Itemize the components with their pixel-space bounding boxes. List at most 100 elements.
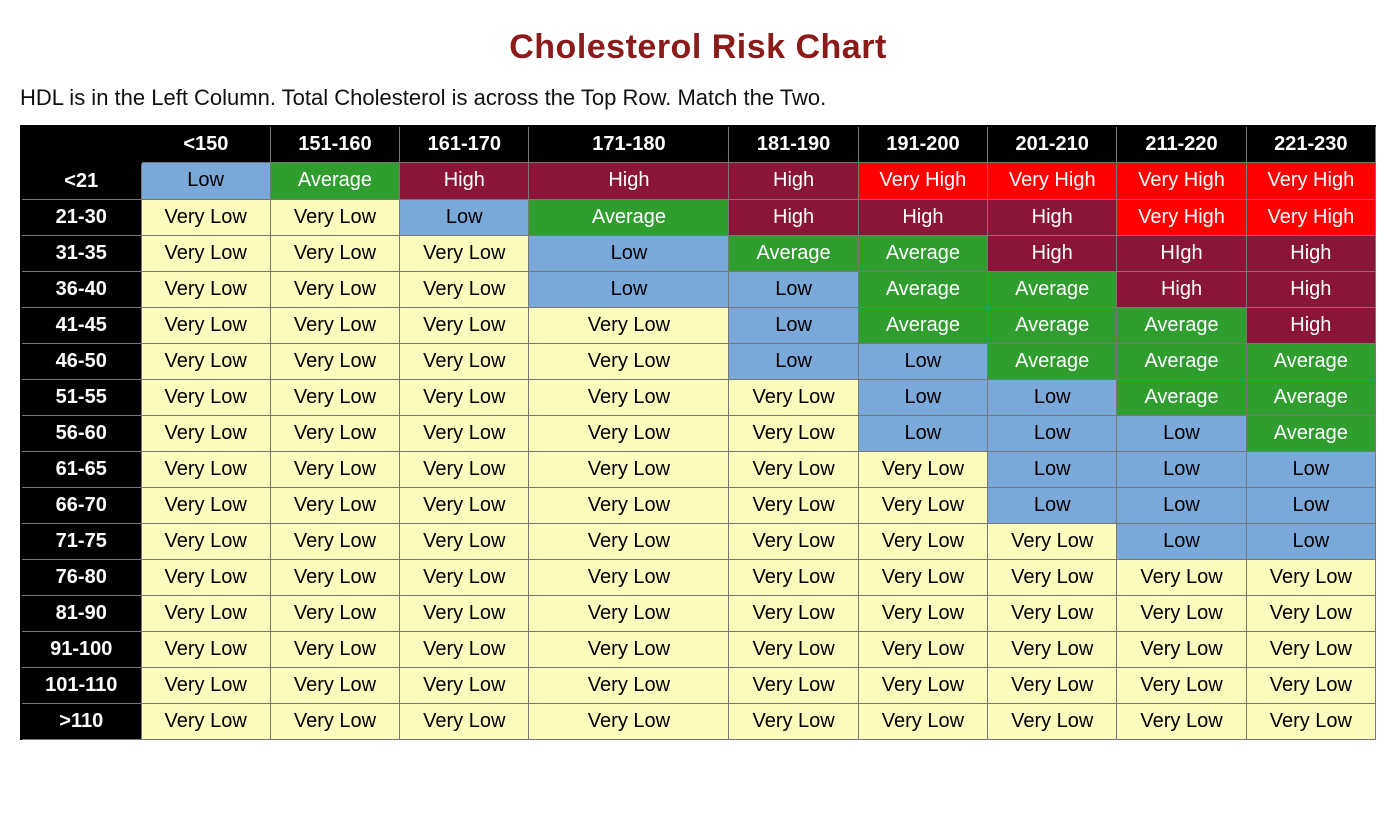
column-header: 191-200 [858, 126, 987, 163]
table-row: 36-40Very LowVery LowVery LowLowLowAvera… [21, 271, 1376, 307]
table-row: 56-60Very LowVery LowVery LowVery LowVer… [21, 415, 1376, 451]
risk-cell: Very Low [1117, 667, 1246, 703]
risk-cell: Very Low [529, 451, 729, 487]
risk-cell: Average [1246, 343, 1375, 379]
row-header: 101-110 [21, 667, 141, 703]
risk-cell: Very Low [1117, 595, 1246, 631]
table-row: 31-35Very LowVery LowVery LowLowAverageA… [21, 235, 1376, 271]
risk-cell: Average [858, 271, 987, 307]
column-header: 211-220 [1117, 126, 1246, 163]
risk-cell: Low [529, 271, 729, 307]
risk-cell: Low [858, 343, 987, 379]
risk-cell: Very Low [270, 235, 399, 271]
risk-cell: Very Low [141, 559, 270, 595]
risk-cell: Very Low [858, 667, 987, 703]
risk-cell: Very Low [270, 703, 399, 739]
risk-cell: Very Low [1117, 703, 1246, 739]
risk-cell: Very Low [529, 595, 729, 631]
risk-cell: Low [529, 235, 729, 271]
risk-cell: Very Low [729, 379, 858, 415]
risk-cell: Very Low [270, 415, 399, 451]
risk-cell: Very Low [529, 667, 729, 703]
risk-cell: Very Low [141, 523, 270, 559]
risk-cell: Very Low [988, 667, 1117, 703]
row-header: 36-40 [21, 271, 141, 307]
table-row: 46-50Very LowVery LowVery LowVery LowLow… [21, 343, 1376, 379]
table-row: 101-110Very LowVery LowVery LowVery LowV… [21, 667, 1376, 703]
risk-cell: Very Low [1117, 631, 1246, 667]
column-header: 151-160 [270, 126, 399, 163]
risk-cell: Very Low [141, 415, 270, 451]
risk-cell: Very Low [400, 559, 529, 595]
row-header: <21 [21, 163, 141, 200]
risk-cell: Very Low [141, 631, 270, 667]
risk-cell: Very Low [141, 451, 270, 487]
risk-cell: Very Low [400, 271, 529, 307]
risk-cell: Very High [858, 163, 987, 200]
risk-cell: Very Low [1246, 595, 1375, 631]
risk-cell: Very Low [270, 379, 399, 415]
risk-cell: Very Low [1117, 559, 1246, 595]
risk-cell: Very Low [858, 451, 987, 487]
row-header: 46-50 [21, 343, 141, 379]
risk-cell: High [988, 235, 1117, 271]
risk-cell: Very Low [400, 523, 529, 559]
risk-cell: Very Low [400, 343, 529, 379]
risk-cell: Very Low [400, 667, 529, 703]
risk-cell: Average [1246, 415, 1375, 451]
row-header: 81-90 [21, 595, 141, 631]
row-header: 71-75 [21, 523, 141, 559]
table-header-row: <150151-160161-170171-180181-190191-2002… [21, 126, 1376, 163]
row-header: 76-80 [21, 559, 141, 595]
table-row: 61-65Very LowVery LowVery LowVery LowVer… [21, 451, 1376, 487]
risk-cell: High [529, 163, 729, 200]
risk-cell: Very Low [141, 271, 270, 307]
risk-cell: Low [988, 379, 1117, 415]
risk-cell: Average [1117, 343, 1246, 379]
risk-cell: Very Low [858, 559, 987, 595]
risk-cell: Average [988, 343, 1117, 379]
risk-cell: Very Low [270, 199, 399, 235]
table-row: 81-90Very LowVery LowVery LowVery LowVer… [21, 595, 1376, 631]
risk-cell: Very Low [988, 559, 1117, 595]
risk-cell: Very Low [858, 703, 987, 739]
risk-cell: Low [988, 451, 1117, 487]
row-header: 66-70 [21, 487, 141, 523]
risk-cell: Very Low [529, 559, 729, 595]
row-header: 31-35 [21, 235, 141, 271]
row-header: >110 [21, 703, 141, 739]
table-row: >110Very LowVery LowVery LowVery LowVery… [21, 703, 1376, 739]
risk-cell: Very Low [529, 523, 729, 559]
risk-cell: High [400, 163, 529, 200]
risk-cell: Very Low [141, 235, 270, 271]
risk-cell: Very High [1117, 163, 1246, 200]
risk-cell: Very Low [529, 487, 729, 523]
risk-cell: Very Low [270, 595, 399, 631]
risk-cell: Very Low [400, 415, 529, 451]
risk-cell: Average [1117, 379, 1246, 415]
risk-cell: Very High [1246, 163, 1375, 200]
risk-cell: Very Low [529, 307, 729, 343]
risk-cell: Very Low [141, 595, 270, 631]
risk-cell: Very Low [400, 487, 529, 523]
risk-cell: Very Low [529, 703, 729, 739]
risk-cell: Low [1117, 487, 1246, 523]
risk-cell: Very Low [400, 595, 529, 631]
risk-cell: Very Low [729, 631, 858, 667]
table-row: 91-100Very LowVery LowVery LowVery LowVe… [21, 631, 1376, 667]
risk-cell: Very Low [858, 631, 987, 667]
table-row: 66-70Very LowVery LowVery LowVery LowVer… [21, 487, 1376, 523]
column-header: 171-180 [529, 126, 729, 163]
risk-cell: Very Low [400, 379, 529, 415]
risk-cell: Very Low [729, 559, 858, 595]
risk-cell: Very Low [988, 523, 1117, 559]
risk-cell: Average [1246, 379, 1375, 415]
risk-cell: Very Low [270, 451, 399, 487]
risk-cell: Very Low [729, 595, 858, 631]
risk-cell: Low [988, 415, 1117, 451]
risk-cell: Low [729, 307, 858, 343]
risk-cell: Very Low [729, 703, 858, 739]
risk-cell: Very Low [270, 559, 399, 595]
risk-cell: Low [729, 343, 858, 379]
risk-cell: Average [988, 307, 1117, 343]
